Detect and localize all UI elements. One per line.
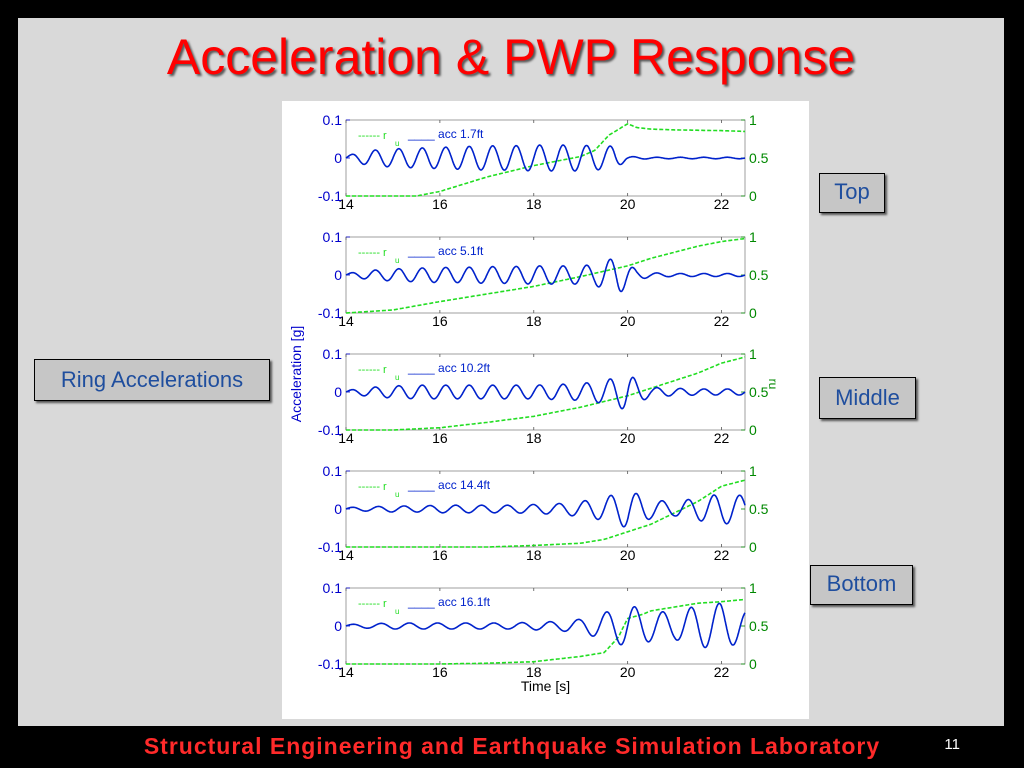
y-tick-label: 0.1 [323,346,343,362]
y-tick-label: -0.1 [318,422,342,438]
x-tick-label: 22 [714,547,730,563]
legend-ru-label: ------ r [358,364,387,376]
y2-tick-label: 1 [749,346,757,362]
ru-series-line [346,598,746,665]
ring-accelerations-label: Ring Accelerations [34,359,270,401]
legend-ru-subscript: u [395,607,399,616]
chart-panel: 14 16 18 20 22 0.1 0 -0.1 1 0.5 0 ------ r u ____ acc… [282,101,809,719]
axes-frame [345,587,746,665]
y-tick-label: 0.1 [323,229,343,245]
x-tick-label: 16 [432,430,448,446]
acc-series-line [345,258,746,293]
x-tick-label: 16 [432,196,448,212]
y2-tick-label: 1 [749,112,757,128]
x-tick-label: 20 [620,313,636,329]
acc-series-line [345,492,746,528]
x-tick-label: 22 [714,664,730,680]
subplot-1: 14 16 18 20 22 0.1 0 -0.1 1 0.5 0 ------ r u ____ acc… [318,112,769,212]
x-tick-label: 18 [526,196,542,212]
y2-tick-label: 1 [749,229,757,245]
x-tick-label: 20 [620,430,636,446]
x-tick-label: 18 [526,664,542,680]
legend-acc-label: ____ acc 1.7ft [407,127,484,141]
x-tick-label: 18 [526,547,542,563]
x-tick-label: 22 [714,196,730,212]
top-label: Top [819,173,885,213]
x-tick-label: 14 [338,313,354,329]
y-tick-label: 0 [334,384,342,400]
y2-tick-label: 1 [749,580,757,596]
ru-series-line [345,237,746,314]
acc-series-line [345,376,746,410]
legend-ru-label: ------ r [358,598,387,610]
x-tick-label: 16 [432,547,448,563]
x-tick-label: 16 [432,664,448,680]
legend-ru-subscript: u [395,490,399,499]
y-tick-label: -0.1 [318,656,342,672]
slide-title: Acceleration & PWP Response [166,29,856,85]
legend-ru-label: ------ r [358,481,387,493]
acc-series-line [345,144,746,172]
y-tick-label: 0 [334,501,342,517]
x-tick-label: 14 [338,430,354,446]
legend-ru-subscript: u [395,139,399,148]
x-tick-label: 14 [338,664,354,680]
legend-ru-label: ------ r [358,247,387,259]
legend-ru-subscript: u [395,373,399,382]
y-tick-label: 0 [334,618,342,634]
y2-tick-label: 0.5 [749,150,769,166]
chart-stack: 14 16 18 20 22 0.1 0 -0.1 1 0.5 0 ------ r u ____ acc… [288,112,780,694]
x-tick-label: 22 [714,313,730,329]
y-axis-label: Acceleration [g] [288,326,304,423]
x-tick-label: 18 [526,430,542,446]
y2-tick-label: 0.5 [749,618,769,634]
y-tick-label: 0.1 [323,580,343,596]
footer-lab-name: Structural Engineering and Earthquake Si… [143,733,881,759]
legend-acc-label: ____ acc 5.1ft [407,244,484,258]
y-tick-label: 0.1 [323,112,343,128]
y2-tick-label: 0 [749,422,757,438]
y2-tick-label: 0 [749,188,757,204]
legend-ru-label: ------ r [358,130,387,142]
ru-series-line [346,123,745,197]
x-tick-label: 14 [338,196,354,212]
x-tick-label: 22 [714,430,730,446]
y-tick-label: 0 [334,267,342,283]
subplot-2: 14 16 18 20 22 0.1 0 -0.1 1 0.5 0 ------ r u ____ acc… [318,229,769,329]
x-tick-label: 18 [526,313,542,329]
ru-series-line [346,479,746,548]
y2-axis-label: ru [766,379,780,390]
y-tick-label: 0 [334,150,342,166]
middle-label: Middle [819,377,916,419]
x-tick-label: 16 [432,313,448,329]
legend-acc-label: ____ acc 16.1ft [407,595,491,609]
y2-tick-label: 0 [749,656,757,672]
y-tick-label: -0.1 [318,188,342,204]
y2-tick-label: 0 [749,305,757,321]
y-tick-label: 0.1 [323,463,343,479]
y-tick-label: -0.1 [318,305,342,321]
x-axis-label: Time [s] [521,678,570,694]
x-tick-label: 14 [338,547,354,563]
axes-frame [345,470,746,548]
legend-acc-label: ____ acc 14.4ft [407,478,491,492]
acc-series-line [345,602,746,649]
y-tick-label: -0.1 [318,539,342,555]
subplot-5: 14 16 18 20 22 0.1 0 -0.1 1 0.5 0 ------ r u ____ acc… [318,580,769,694]
x-tick-label: 20 [620,196,636,212]
legend-acc-label: ____ acc 10.2ft [407,361,491,375]
legend-ru-subscript: u [395,256,399,265]
y2-tick-label: 0 [749,539,757,555]
y2-tick-label: 0.5 [749,384,769,400]
page-number: 11 [944,736,960,753]
x-tick-label: 20 [620,664,636,680]
subplot-3: 14 16 18 20 22 0.1 0 -0.1 1 0.5 0 ------ r u ____ acc… [288,326,780,446]
x-tick-label: 20 [620,547,636,563]
y2-tick-label: 1 [749,463,757,479]
bottom-label: Bottom [810,565,913,605]
y2-tick-label: 0.5 [749,501,769,517]
ru-series-line [346,356,746,431]
subplot-4: 14 16 18 20 22 0.1 0 -0.1 1 0.5 0 ------ r u ____ acc… [318,463,769,563]
y2-tick-label: 0.5 [749,267,769,283]
